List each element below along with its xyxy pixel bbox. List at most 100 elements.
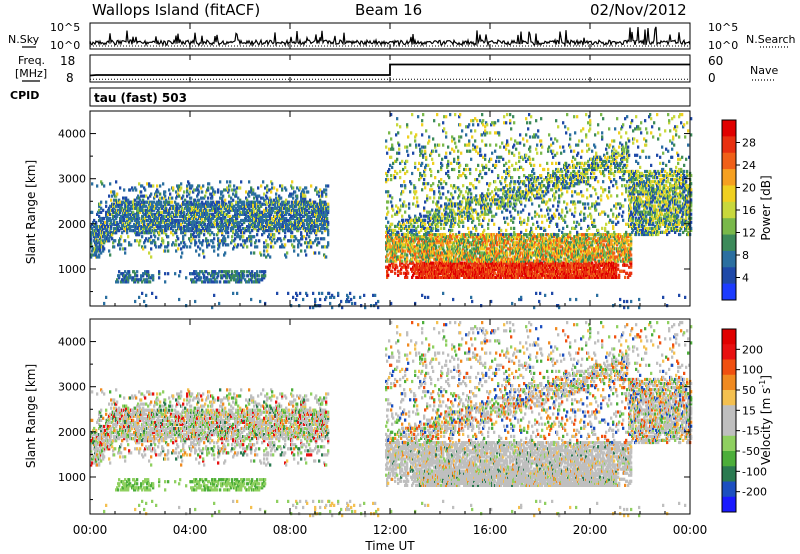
power-cell xyxy=(312,241,314,244)
power-cell xyxy=(130,243,132,246)
station-title: Wallops Island (fitACF) xyxy=(92,1,260,19)
power-cell xyxy=(164,215,166,218)
power-cell xyxy=(229,180,231,183)
power-cell xyxy=(527,233,529,236)
power-cell xyxy=(200,276,202,279)
power-cell xyxy=(184,221,186,224)
power-cell xyxy=(182,235,184,238)
power-cell xyxy=(114,227,116,230)
power-cell xyxy=(231,188,233,191)
power-cell xyxy=(240,180,242,183)
power-cell xyxy=(152,274,154,277)
power-cell xyxy=(320,237,322,240)
power-cell xyxy=(227,231,229,234)
power-cell xyxy=(207,197,209,200)
power-cell xyxy=(257,186,259,189)
power-cell xyxy=(415,272,417,275)
power-cell xyxy=(190,197,192,200)
power-cell xyxy=(461,262,463,265)
beam-title: Beam 16 xyxy=(355,1,422,19)
power-cell xyxy=(325,193,327,196)
power-cell xyxy=(214,190,216,193)
power-cell xyxy=(234,237,236,240)
power-cell xyxy=(175,229,177,232)
power-cell xyxy=(448,245,450,248)
power-cell xyxy=(167,235,169,238)
power-cell xyxy=(203,274,205,277)
power-cell xyxy=(227,243,229,246)
power-cell xyxy=(221,270,223,273)
power-cell xyxy=(124,251,126,254)
power-cell xyxy=(196,278,198,281)
power-cell xyxy=(309,199,311,202)
power-cell xyxy=(256,245,258,248)
power-cell xyxy=(241,223,243,226)
power-cell xyxy=(244,239,246,242)
power-cell xyxy=(159,197,161,200)
power-cell xyxy=(306,209,308,212)
power-cell xyxy=(124,247,126,250)
power-cell xyxy=(310,184,312,187)
power-cell xyxy=(263,249,265,252)
power-cell xyxy=(265,255,267,258)
power-cell xyxy=(209,209,211,212)
power-cell xyxy=(198,253,200,256)
power-cell xyxy=(212,241,214,244)
power-cell xyxy=(119,247,121,250)
power-cell xyxy=(105,201,107,204)
power-cell xyxy=(180,223,182,226)
power-cell xyxy=(122,197,124,200)
power-cell xyxy=(389,264,391,267)
power-cell xyxy=(135,188,137,191)
power-cell xyxy=(139,239,141,242)
power-cell xyxy=(325,184,327,187)
power-cell xyxy=(303,190,305,193)
power-cell xyxy=(230,197,232,200)
power-cell xyxy=(257,201,259,204)
power-cell xyxy=(296,186,298,189)
power-cell xyxy=(139,199,141,202)
power-cell xyxy=(284,235,286,238)
power-cell xyxy=(296,195,298,198)
power-cell xyxy=(273,186,275,189)
power-cell xyxy=(506,251,508,254)
power-cell xyxy=(419,249,421,252)
power-cell xyxy=(270,199,272,202)
power-cell xyxy=(267,253,269,256)
power-cell xyxy=(91,182,93,185)
power-cell xyxy=(263,245,265,248)
power-cell xyxy=(327,203,329,206)
power-cell xyxy=(127,199,129,202)
power-cell xyxy=(323,237,325,240)
power-cell xyxy=(161,205,163,208)
power-cell xyxy=(158,207,160,210)
power-cell xyxy=(172,186,174,189)
power-cell xyxy=(214,223,216,226)
power-cell xyxy=(178,243,180,246)
power-cell xyxy=(180,241,182,244)
power-cell xyxy=(186,195,188,198)
power-cell xyxy=(162,239,164,242)
power-cell xyxy=(183,225,185,228)
power-cell xyxy=(435,245,437,248)
power-cell xyxy=(259,270,261,273)
power-cell xyxy=(145,237,147,240)
power-cell xyxy=(284,243,286,246)
power-cell xyxy=(277,237,279,240)
power-cell xyxy=(454,245,456,248)
power-cell xyxy=(111,195,113,198)
power-cell xyxy=(93,219,95,222)
power-cell xyxy=(288,239,290,242)
power-cell xyxy=(150,193,152,196)
power-cell xyxy=(134,239,136,242)
power-cell xyxy=(255,239,257,242)
power-cell xyxy=(327,184,329,187)
power-cell xyxy=(186,184,188,187)
power-cell xyxy=(198,184,200,187)
power-cell xyxy=(113,199,115,202)
power-cell xyxy=(169,197,171,200)
power-cell xyxy=(459,247,461,250)
power-cell xyxy=(291,223,293,226)
power-cell xyxy=(397,274,399,277)
power-cell xyxy=(190,233,192,236)
